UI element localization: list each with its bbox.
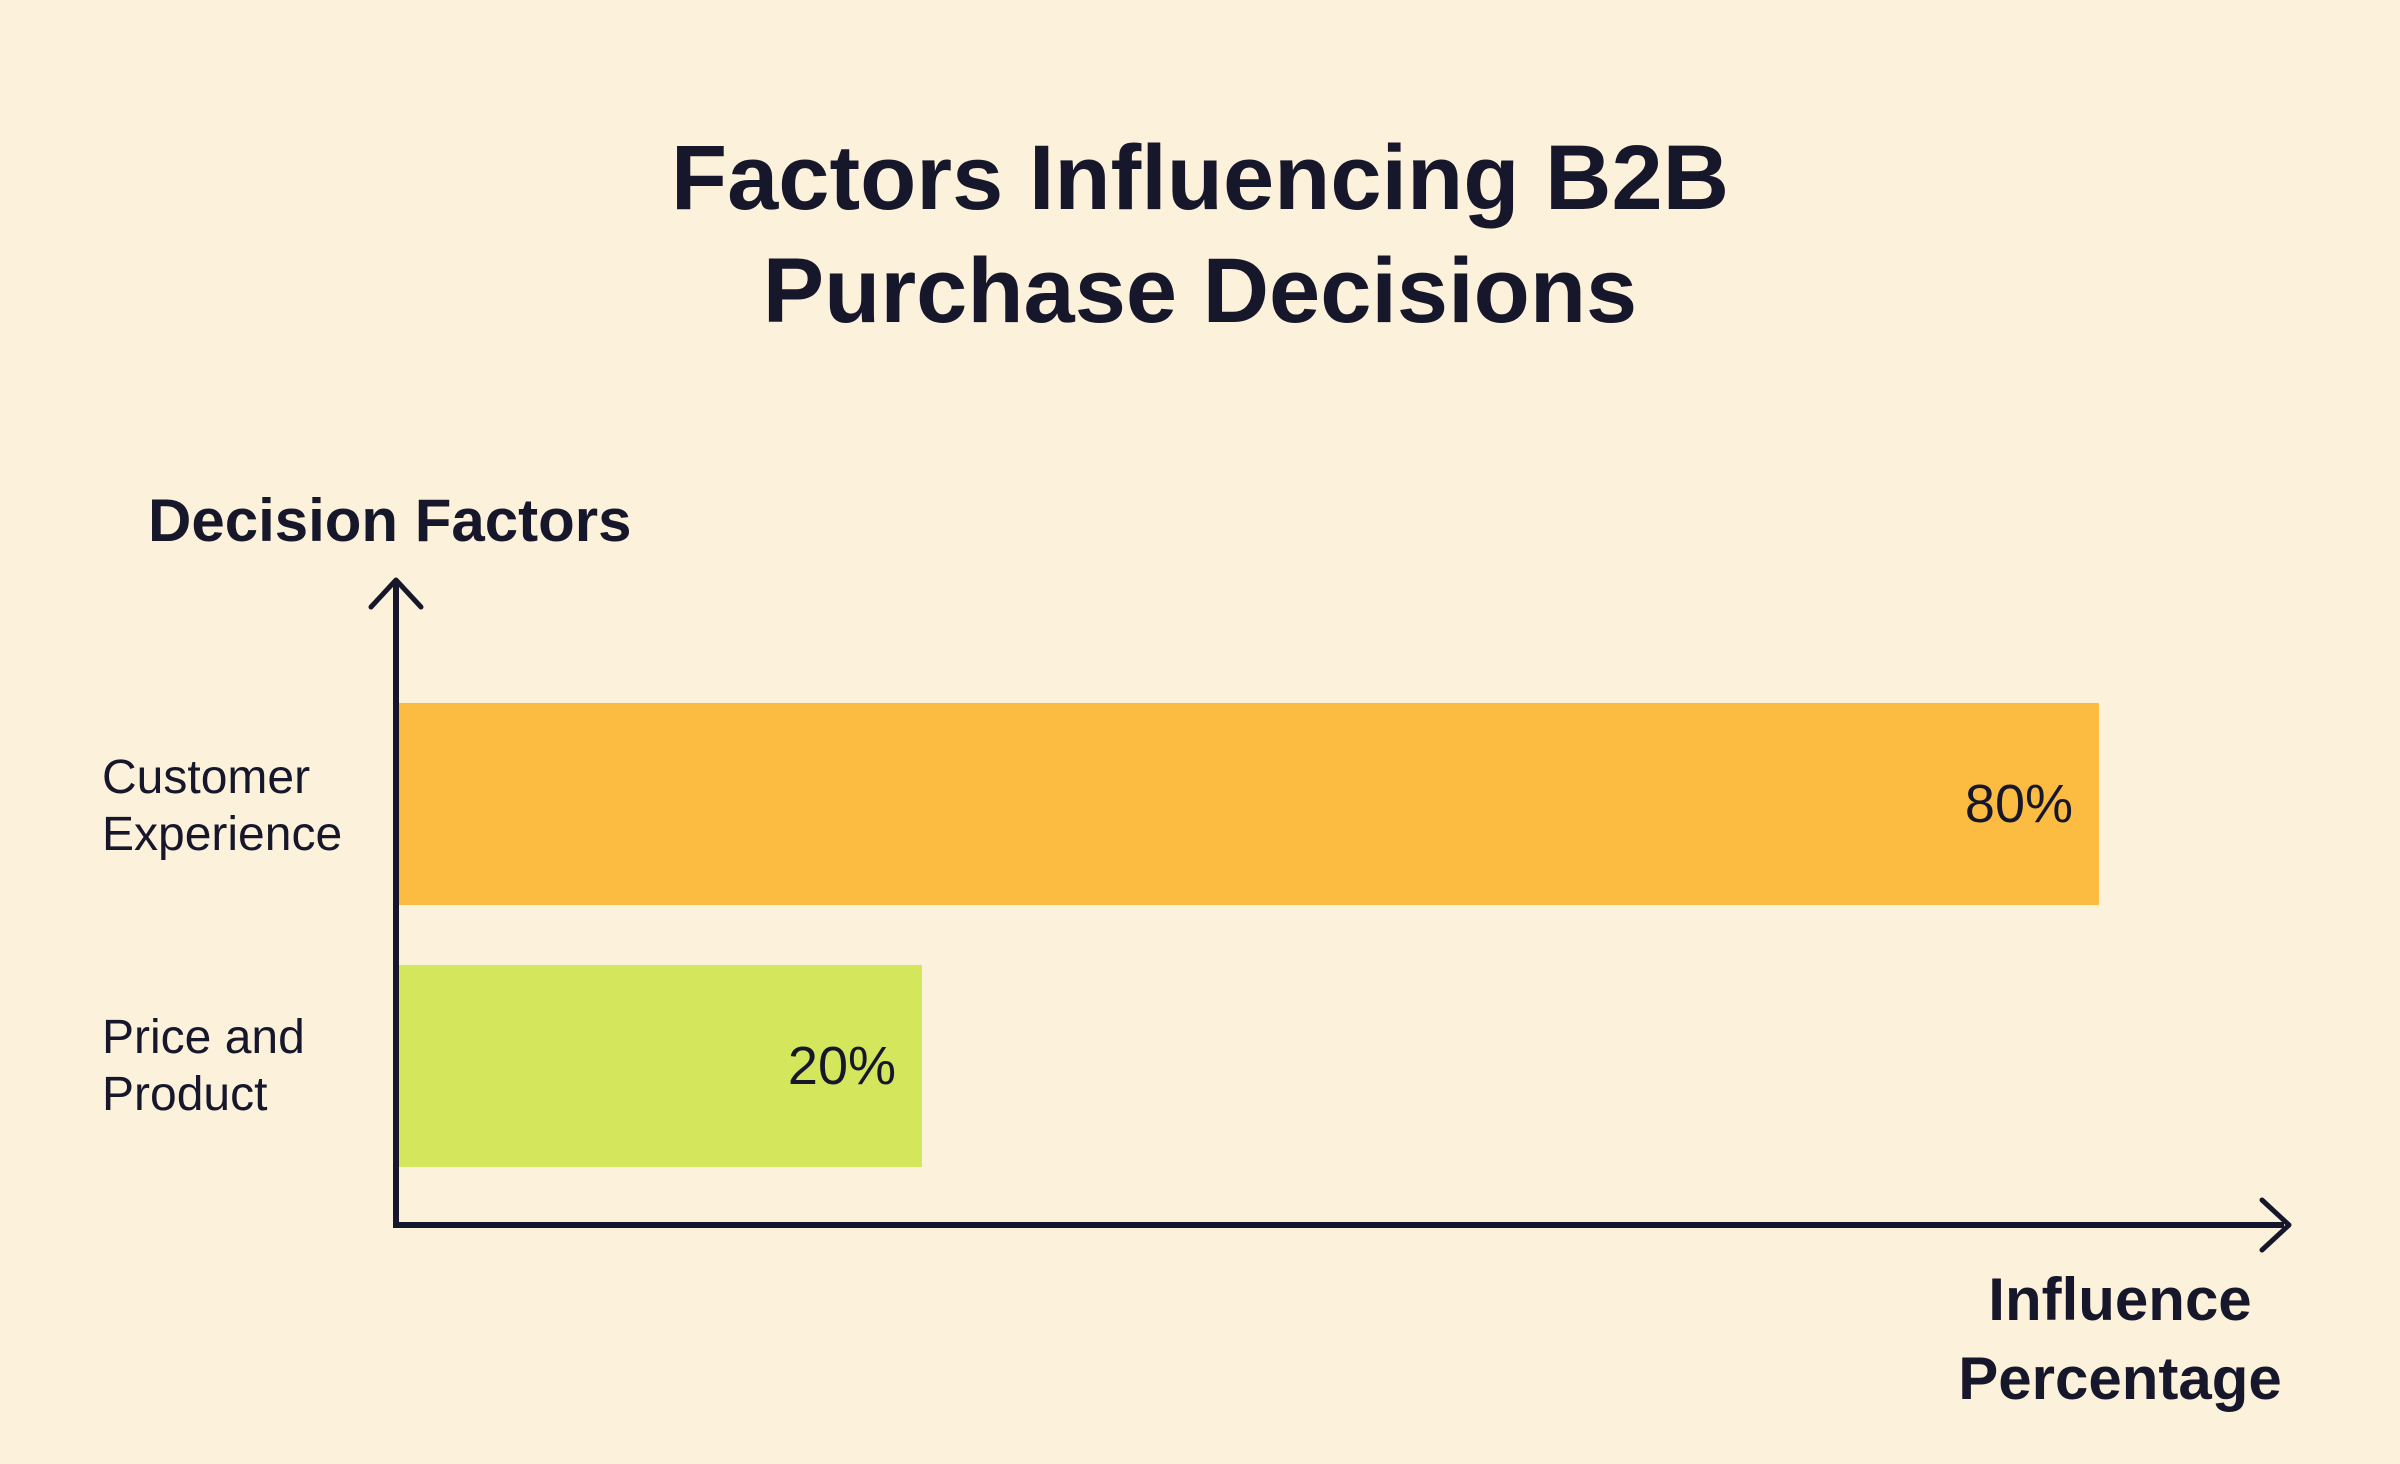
chart-title: Factors Influencing B2B Purchase Decisio…: [670, 127, 1730, 342]
bar-price-and-product: 20%: [399, 965, 922, 1167]
bar-customer-experience: 80%: [399, 703, 2099, 905]
x-axis-arrowhead-icon: [2259, 1197, 2292, 1253]
x-axis-title: Influence Percentage: [1958, 1266, 2282, 1412]
category-label-customer-experience: Customer Experience: [102, 751, 343, 861]
category-label-price-and-product: Price and Product: [102, 1011, 305, 1121]
bar-value-label-customer-experience: 80%: [1964, 774, 2073, 834]
y-axis-arrowhead-icon: [368, 577, 424, 610]
y-axis-title: Decision Factors: [148, 487, 632, 554]
bar-value-label-price-and-product: 20%: [787, 1036, 896, 1096]
